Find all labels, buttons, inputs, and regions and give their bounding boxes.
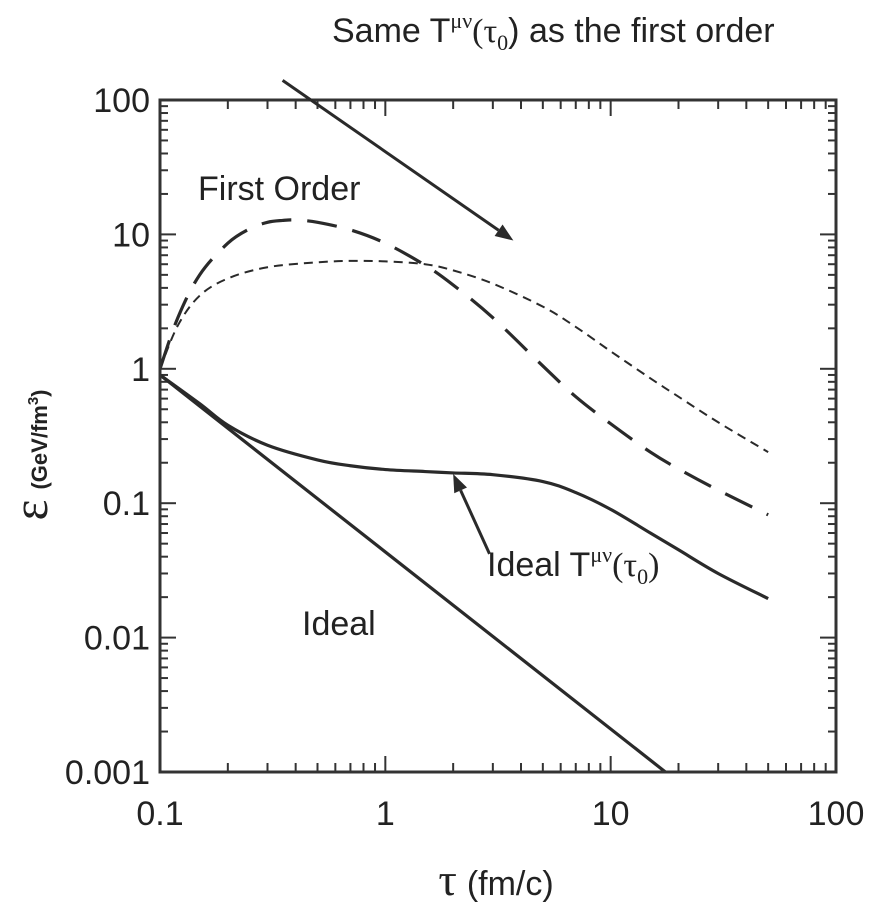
x-axis-label: τ (fm/c) bbox=[438, 854, 553, 905]
y-tick-label: 0.01 bbox=[84, 620, 150, 658]
data-series bbox=[158, 218, 769, 774]
annotation-same-tmunu: Same Tμν(τ0) as the first order bbox=[332, 8, 775, 55]
y-tick-label: 0.001 bbox=[65, 754, 150, 792]
annotation-ideal-tmunu: Ideal Tμν(τ0) bbox=[487, 542, 659, 589]
annotation-ideal: Ideal bbox=[302, 605, 376, 643]
series-line-1 bbox=[159, 259, 769, 453]
x-tick-label: 1 bbox=[376, 795, 395, 833]
y-axis-label: ε(GeV/fm3) bbox=[2, 389, 58, 520]
x-tick-labels: 0.1 1 10 100 bbox=[136, 795, 864, 833]
x-tick-label: 10 bbox=[592, 795, 630, 833]
arrow-same-shaft bbox=[281, 79, 500, 232]
annotation-arrows bbox=[281, 79, 514, 555]
y-tick-label: 100 bbox=[93, 82, 150, 120]
annotation-first-order: First Order bbox=[198, 170, 360, 208]
arrow-same-head bbox=[494, 224, 514, 241]
y-tick-label: 0.1 bbox=[103, 485, 150, 523]
x-tick-label: 100 bbox=[808, 795, 865, 833]
plot-frame bbox=[158, 98, 838, 774]
arrow-ideal-shaft bbox=[459, 489, 491, 555]
y-tick-labels: 0.001 0.01 0.1 1 10 100 bbox=[65, 82, 150, 792]
series-line-3 bbox=[159, 373, 667, 774]
y-tick-label: 10 bbox=[112, 216, 150, 254]
series-line-0 bbox=[158, 218, 769, 517]
series-line-2 bbox=[159, 373, 769, 601]
x-tick-label: 0.1 bbox=[136, 795, 183, 833]
y-tick-label: 1 bbox=[131, 351, 150, 389]
arrow-ideal-head bbox=[453, 473, 467, 494]
